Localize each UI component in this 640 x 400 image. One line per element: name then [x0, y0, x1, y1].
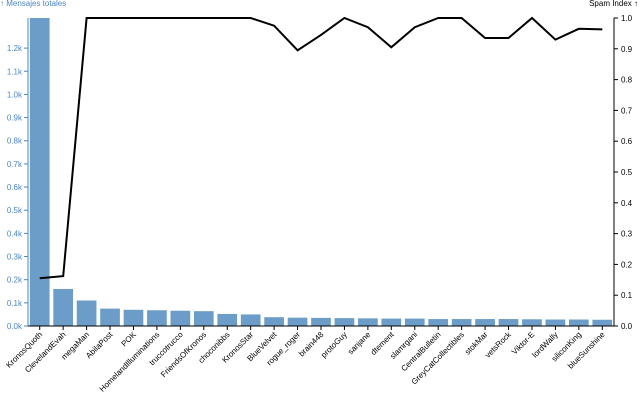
right-tick-label: 0.5: [621, 168, 633, 177]
bar: [522, 319, 542, 326]
x-tick-label: POK: [120, 330, 139, 349]
spam-index-line: [39, 16, 603, 280]
right-tick-label: 1.0: [621, 14, 633, 23]
right-y-axis: 0.0 0.1 0.2 0.3 0.4 0.5 0.6 0.7 0.8 0.9 1.0: [613, 14, 633, 331]
left-axis-label: ↑ Mensajes totales: [0, 0, 66, 8]
left-y-axis: 0.0k 0.1k 0.2k 0.3k 0.4k 0.5k 0.6k 0.7k 0.8k 0.9k…: [7, 18, 29, 331]
left-tick-label: 0.8k: [7, 137, 23, 146]
bar: [100, 308, 120, 326]
bar: [147, 310, 167, 326]
bar: [592, 319, 613, 326]
line-series: [39, 16, 603, 280]
bar: [311, 317, 331, 326]
x-axis-labels: KronosQuothClevelandEvahmegaManAbilaPost…: [4, 325, 614, 394]
left-tick-label: 0.2k: [7, 276, 23, 285]
left-tick-label: 1.0k: [7, 90, 23, 99]
right-tick-label: 0.4: [621, 199, 633, 208]
right-tick-label: 0.1: [621, 291, 633, 300]
right-tick-label: 0.3: [621, 230, 633, 239]
x-tick-label: sanjane: [346, 330, 373, 357]
bar: [451, 319, 472, 326]
left-tick-label: 0.3k: [7, 253, 23, 262]
bar: [358, 318, 378, 326]
right-axis-label: Spam Index ↑: [589, 0, 638, 8]
bar: [334, 318, 355, 326]
bar: [428, 319, 449, 326]
bar: [123, 309, 144, 326]
bar-series: [29, 18, 613, 326]
bar: [545, 319, 566, 326]
right-tick-label: 0.2: [621, 260, 633, 269]
x-tick-label: vetsRock: [483, 329, 513, 359]
bar: [29, 18, 50, 326]
left-tick-label: 0.6k: [7, 183, 23, 192]
bar: [568, 319, 589, 326]
bar: [217, 313, 238, 326]
bar: [287, 317, 308, 326]
bar: [76, 300, 97, 326]
left-tick-label: 0.1k: [7, 299, 23, 308]
left-tick-label: 1.2k: [7, 44, 23, 53]
left-tick-label: 0.4k: [7, 229, 23, 238]
bar: [498, 319, 519, 326]
left-tick-label: 0.0k: [7, 322, 23, 331]
left-tick-label: 0.9k: [7, 114, 23, 123]
bar: [381, 318, 402, 326]
right-tick-label: 0.9: [621, 45, 633, 54]
right-tick-label: 0.6: [621, 137, 633, 146]
bar: [404, 318, 425, 326]
bar: [475, 319, 495, 326]
bar: [170, 310, 191, 326]
x-tick-label: protoGuy: [319, 330, 349, 360]
bar: [264, 317, 284, 326]
left-tick-label: 0.5k: [7, 206, 23, 215]
right-tick-label: 0.0: [621, 322, 633, 331]
left-tick-label: 0.7k: [7, 160, 23, 169]
bar: [240, 314, 261, 326]
left-tick-label: 1.1k: [7, 67, 23, 76]
bar: [53, 288, 74, 326]
right-tick-label: 0.8: [621, 76, 633, 85]
x-tick-label: AbilaPost: [84, 330, 115, 361]
right-tick-label: 0.7: [621, 106, 633, 115]
bar: [193, 311, 214, 326]
